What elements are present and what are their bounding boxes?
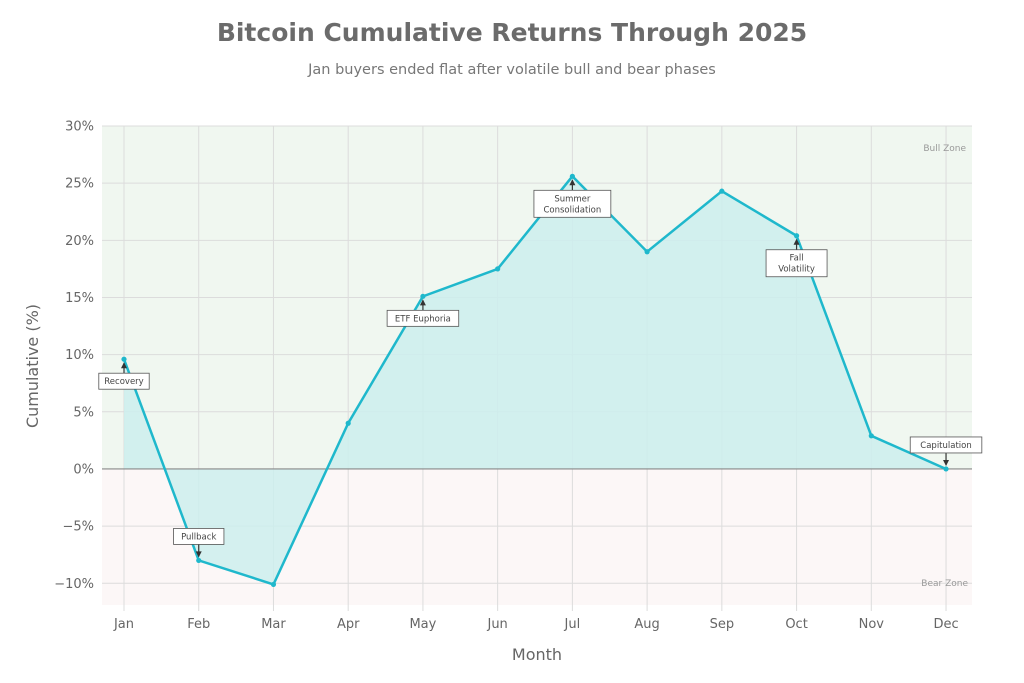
chart-title: Bitcoin Cumulative Returns Through 2025 xyxy=(216,18,808,47)
x-tick-label: Feb xyxy=(187,617,210,632)
x-tick-label: Nov xyxy=(859,617,885,632)
data-point xyxy=(569,173,575,179)
x-tick-label: Jul xyxy=(564,617,581,632)
y-tick-label: 25% xyxy=(65,177,94,192)
arrowhead-icon xyxy=(569,179,576,186)
data-point xyxy=(793,233,800,239)
arrowhead-icon xyxy=(943,459,950,466)
chart-subtitle: Jan buyers ended flat after volatile bul… xyxy=(308,62,716,78)
annotation-label: Volatility xyxy=(778,265,815,275)
y-tick-label: 20% xyxy=(65,234,94,249)
data-point xyxy=(420,293,426,299)
data-point xyxy=(868,433,874,439)
data-point xyxy=(495,266,501,272)
bear-zone-label: Bear Zone xyxy=(921,579,968,589)
x-tick-label: Dec xyxy=(933,617,958,632)
arrowhead-icon xyxy=(121,362,127,369)
x-axis-label: Month xyxy=(512,645,562,664)
y-tick-label: 5% xyxy=(73,405,94,420)
data-point xyxy=(644,249,650,255)
annotation-label: Summer xyxy=(554,194,591,204)
y-tick-label: −5% xyxy=(62,520,94,535)
x-tick-label: Apr xyxy=(337,617,360,632)
annotation-box xyxy=(765,249,828,278)
x-tick-label: Jan xyxy=(113,617,134,632)
annotation-box xyxy=(909,436,983,454)
annotation-label: Pullback xyxy=(181,532,216,542)
data-point xyxy=(345,420,351,426)
data-point xyxy=(270,581,277,588)
annotation-box xyxy=(173,528,225,545)
data-point xyxy=(719,188,725,194)
x-tick-label: Oct xyxy=(785,617,807,632)
data-point xyxy=(121,356,127,362)
annotation-label: ETF Euphoria xyxy=(395,314,451,324)
y-tick-label: 30% xyxy=(65,120,94,135)
x-tick-label: May xyxy=(409,617,436,632)
x-tick-label: Mar xyxy=(261,617,286,632)
x-tick-label: Sep xyxy=(710,617,735,632)
annotation-box xyxy=(533,189,612,218)
y-tick-label: −10% xyxy=(54,577,94,592)
x-tick-label: Aug xyxy=(634,617,659,632)
x-tick-label: Jun xyxy=(486,617,507,632)
y-tick-label: 0% xyxy=(73,462,94,477)
annotation-label: Capitulation xyxy=(920,441,971,451)
arrowhead-icon xyxy=(195,551,202,558)
y-axis-label: Cumulative (%) xyxy=(23,304,42,428)
annotation-label: Consolidation xyxy=(543,205,601,215)
area-fill xyxy=(124,176,947,585)
y-tick-label: 10% xyxy=(65,348,94,363)
annotation-label: Recovery xyxy=(104,377,143,387)
annotation-label: Fall xyxy=(790,254,804,264)
data-point xyxy=(196,557,202,564)
y-tick-label: 15% xyxy=(65,291,94,306)
annotation-box xyxy=(98,372,150,390)
arrowhead-icon xyxy=(793,238,800,245)
annotation-box xyxy=(386,309,460,327)
arrowhead-icon xyxy=(419,299,426,306)
bull-zone-label: Bull Zone xyxy=(923,144,966,154)
data-point xyxy=(943,466,949,472)
